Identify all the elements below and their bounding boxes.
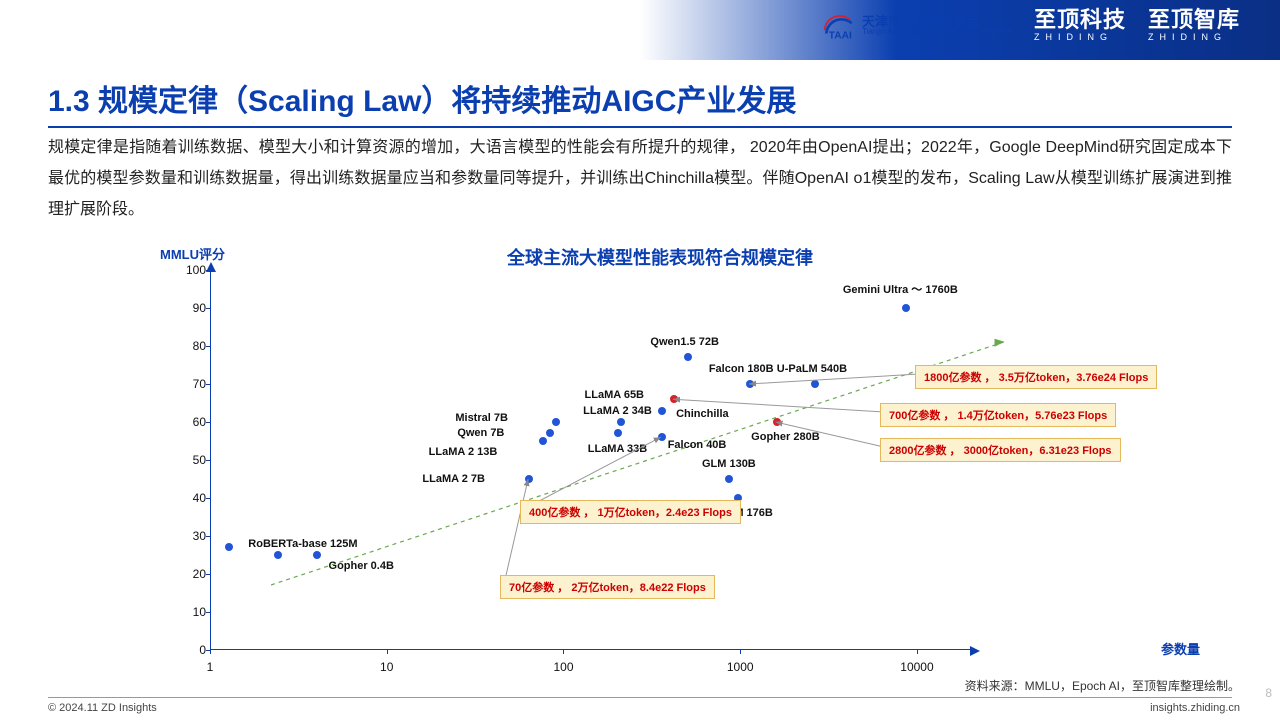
point-label: Gopher 280B — [751, 431, 819, 443]
y-tick: 30 — [170, 529, 206, 543]
x-tick: 100 — [553, 660, 573, 674]
y-tick: 0 — [170, 643, 206, 657]
taai-name-zh: 天津市人工智能学会 — [862, 15, 1012, 28]
y-tick: 90 — [170, 301, 206, 315]
point-label: LLaMA 65B — [585, 389, 645, 401]
data-point — [539, 437, 547, 445]
y-tick-mark — [206, 384, 211, 385]
chart-title: 全球主流大模型性能表现符合规模定律 — [150, 244, 1170, 270]
title-bar: 1.3 规模定律（Scaling Law）将持续推动AIGC产业发展 — [48, 76, 1232, 128]
footer-right: insights.zhiding.cn — [1150, 702, 1240, 714]
point-label: Qwen1.5 72B — [650, 336, 718, 348]
svg-text:TAAI: TAAI — [829, 31, 852, 42]
logo-row: TAAI 天津市人工智能学会 Tianjin Association for A… — [822, 8, 1240, 42]
y-tick: 50 — [170, 453, 206, 467]
data-point — [658, 407, 666, 415]
zhiding-think-zh: 至顶智库 — [1148, 9, 1240, 31]
chart-source: 资料来源：MMLU，Epoch AI，至顶智库整理绘制。 — [965, 677, 1240, 694]
x-axis-arrow-icon — [970, 646, 980, 656]
x-tick-mark — [210, 649, 211, 654]
data-point — [617, 418, 625, 426]
y-tick-mark — [206, 498, 211, 499]
point-label: Chinchilla — [676, 408, 729, 420]
x-tick: 10000 — [900, 660, 933, 674]
y-tick: 60 — [170, 415, 206, 429]
data-point — [546, 429, 554, 437]
annotation-box: 2800亿参数 ， 3000亿token，6.31e23 Flops — [880, 438, 1121, 462]
point-label: Falcon 180B — [709, 363, 774, 375]
y-tick-mark — [206, 346, 211, 347]
data-point — [658, 433, 666, 441]
trend-line — [271, 300, 1031, 680]
y-tick: 70 — [170, 377, 206, 391]
page-number: 8 — [1265, 686, 1272, 700]
point-label: U-PaLM 540B — [777, 363, 847, 375]
annotation-box: 700亿参数 ， 1.4万亿token，5.76e23 Flops — [880, 403, 1116, 427]
data-point — [746, 380, 754, 388]
point-label: Mistral 7B — [455, 412, 508, 424]
point-label: Falcon 40B — [668, 439, 727, 451]
data-point — [313, 551, 321, 559]
point-label: RoBERTa-base 125M — [248, 538, 357, 550]
point-label: Gopher 0.4B — [329, 560, 394, 572]
point-label: LLaMA 2 7B — [422, 473, 485, 485]
data-point — [684, 353, 692, 361]
zhiding-tech-en: ZHIDING — [1034, 33, 1126, 42]
data-point — [552, 418, 560, 426]
data-point — [811, 380, 819, 388]
taai-logo: TAAI 天津市人工智能学会 Tianjin Association for A… — [822, 8, 1012, 42]
point-label: Qwen 7B — [457, 427, 504, 439]
x-tick-mark — [740, 649, 741, 654]
y-tick-mark — [206, 536, 211, 537]
header-band: TAAI 天津市人工智能学会 Tianjin Association for A… — [0, 0, 1280, 60]
annotation-box: 70亿参数 ， 2万亿token，8.4e22 Flops — [500, 575, 715, 599]
x-tick: 10 — [380, 660, 393, 674]
data-point — [773, 418, 781, 426]
data-point — [525, 475, 533, 483]
footer-left: © 2024.11 ZD Insights — [48, 702, 157, 714]
data-point — [225, 543, 233, 551]
point-label: GLM 130B — [702, 458, 756, 470]
point-label: Gemini Ultra ～ 1760B — [843, 281, 958, 297]
point-label: LLaMA 2 34B — [583, 405, 652, 417]
point-label: LLaMA 2 13B — [429, 446, 498, 458]
x-tick-mark — [563, 649, 564, 654]
x-tick-mark — [387, 649, 388, 654]
y-tick: 100 — [170, 263, 206, 277]
y-tick: 40 — [170, 491, 206, 505]
y-tick-mark — [206, 612, 211, 613]
body-paragraph: 规模定律是指随着训练数据、模型大小和计算资源的增加，大语言模型的性能会有所提升的… — [48, 132, 1232, 226]
data-point — [670, 395, 678, 403]
data-point — [725, 475, 733, 483]
y-tick-mark — [206, 308, 211, 309]
y-tick-mark — [206, 422, 211, 423]
slide: TAAI 天津市人工智能学会 Tianjin Association for A… — [0, 0, 1280, 720]
y-tick-mark — [206, 460, 211, 461]
annotation-box: 1800亿参数 ， 3.5万亿token，3.76e24 Flops — [915, 365, 1157, 389]
x-axis-label: 参数量 — [1161, 639, 1200, 658]
point-label: LLaMA 33B — [588, 443, 648, 455]
y-tick: 80 — [170, 339, 206, 353]
y-tick: 10 — [170, 605, 206, 619]
y-tick: 20 — [170, 567, 206, 581]
x-tick: 1000 — [727, 660, 754, 674]
taai-name-en: Tianjin Association for Artificial Intel… — [862, 28, 1012, 36]
data-point — [902, 304, 910, 312]
zhiding-think-en: ZHIDING — [1148, 33, 1240, 42]
y-tick-mark — [206, 574, 211, 575]
data-point — [274, 551, 282, 559]
data-point — [614, 429, 622, 437]
x-tick: 1 — [207, 660, 214, 674]
zhiding-tech-zh: 至顶科技 — [1034, 9, 1126, 31]
x-tick-mark — [917, 649, 918, 654]
taai-swoosh-icon: TAAI — [822, 8, 856, 42]
footer-divider — [48, 697, 1232, 698]
zhiding-tech-logo: 至顶科技 ZHIDING — [1034, 9, 1126, 42]
page-title: 1.3 规模定律（Scaling Law）将持续推动AIGC产业发展 — [48, 76, 1232, 120]
zhiding-think-logo: 至顶智库 ZHIDING — [1148, 9, 1240, 42]
y-tick-mark — [206, 270, 211, 271]
scaling-law-chart: MMLU评分 全球主流大模型性能表现符合规模定律 参数量 RoBERTa-bas… — [150, 240, 1170, 680]
annotation-box: 400亿参数 ， 1万亿token，2.4e23 Flops — [520, 500, 741, 524]
